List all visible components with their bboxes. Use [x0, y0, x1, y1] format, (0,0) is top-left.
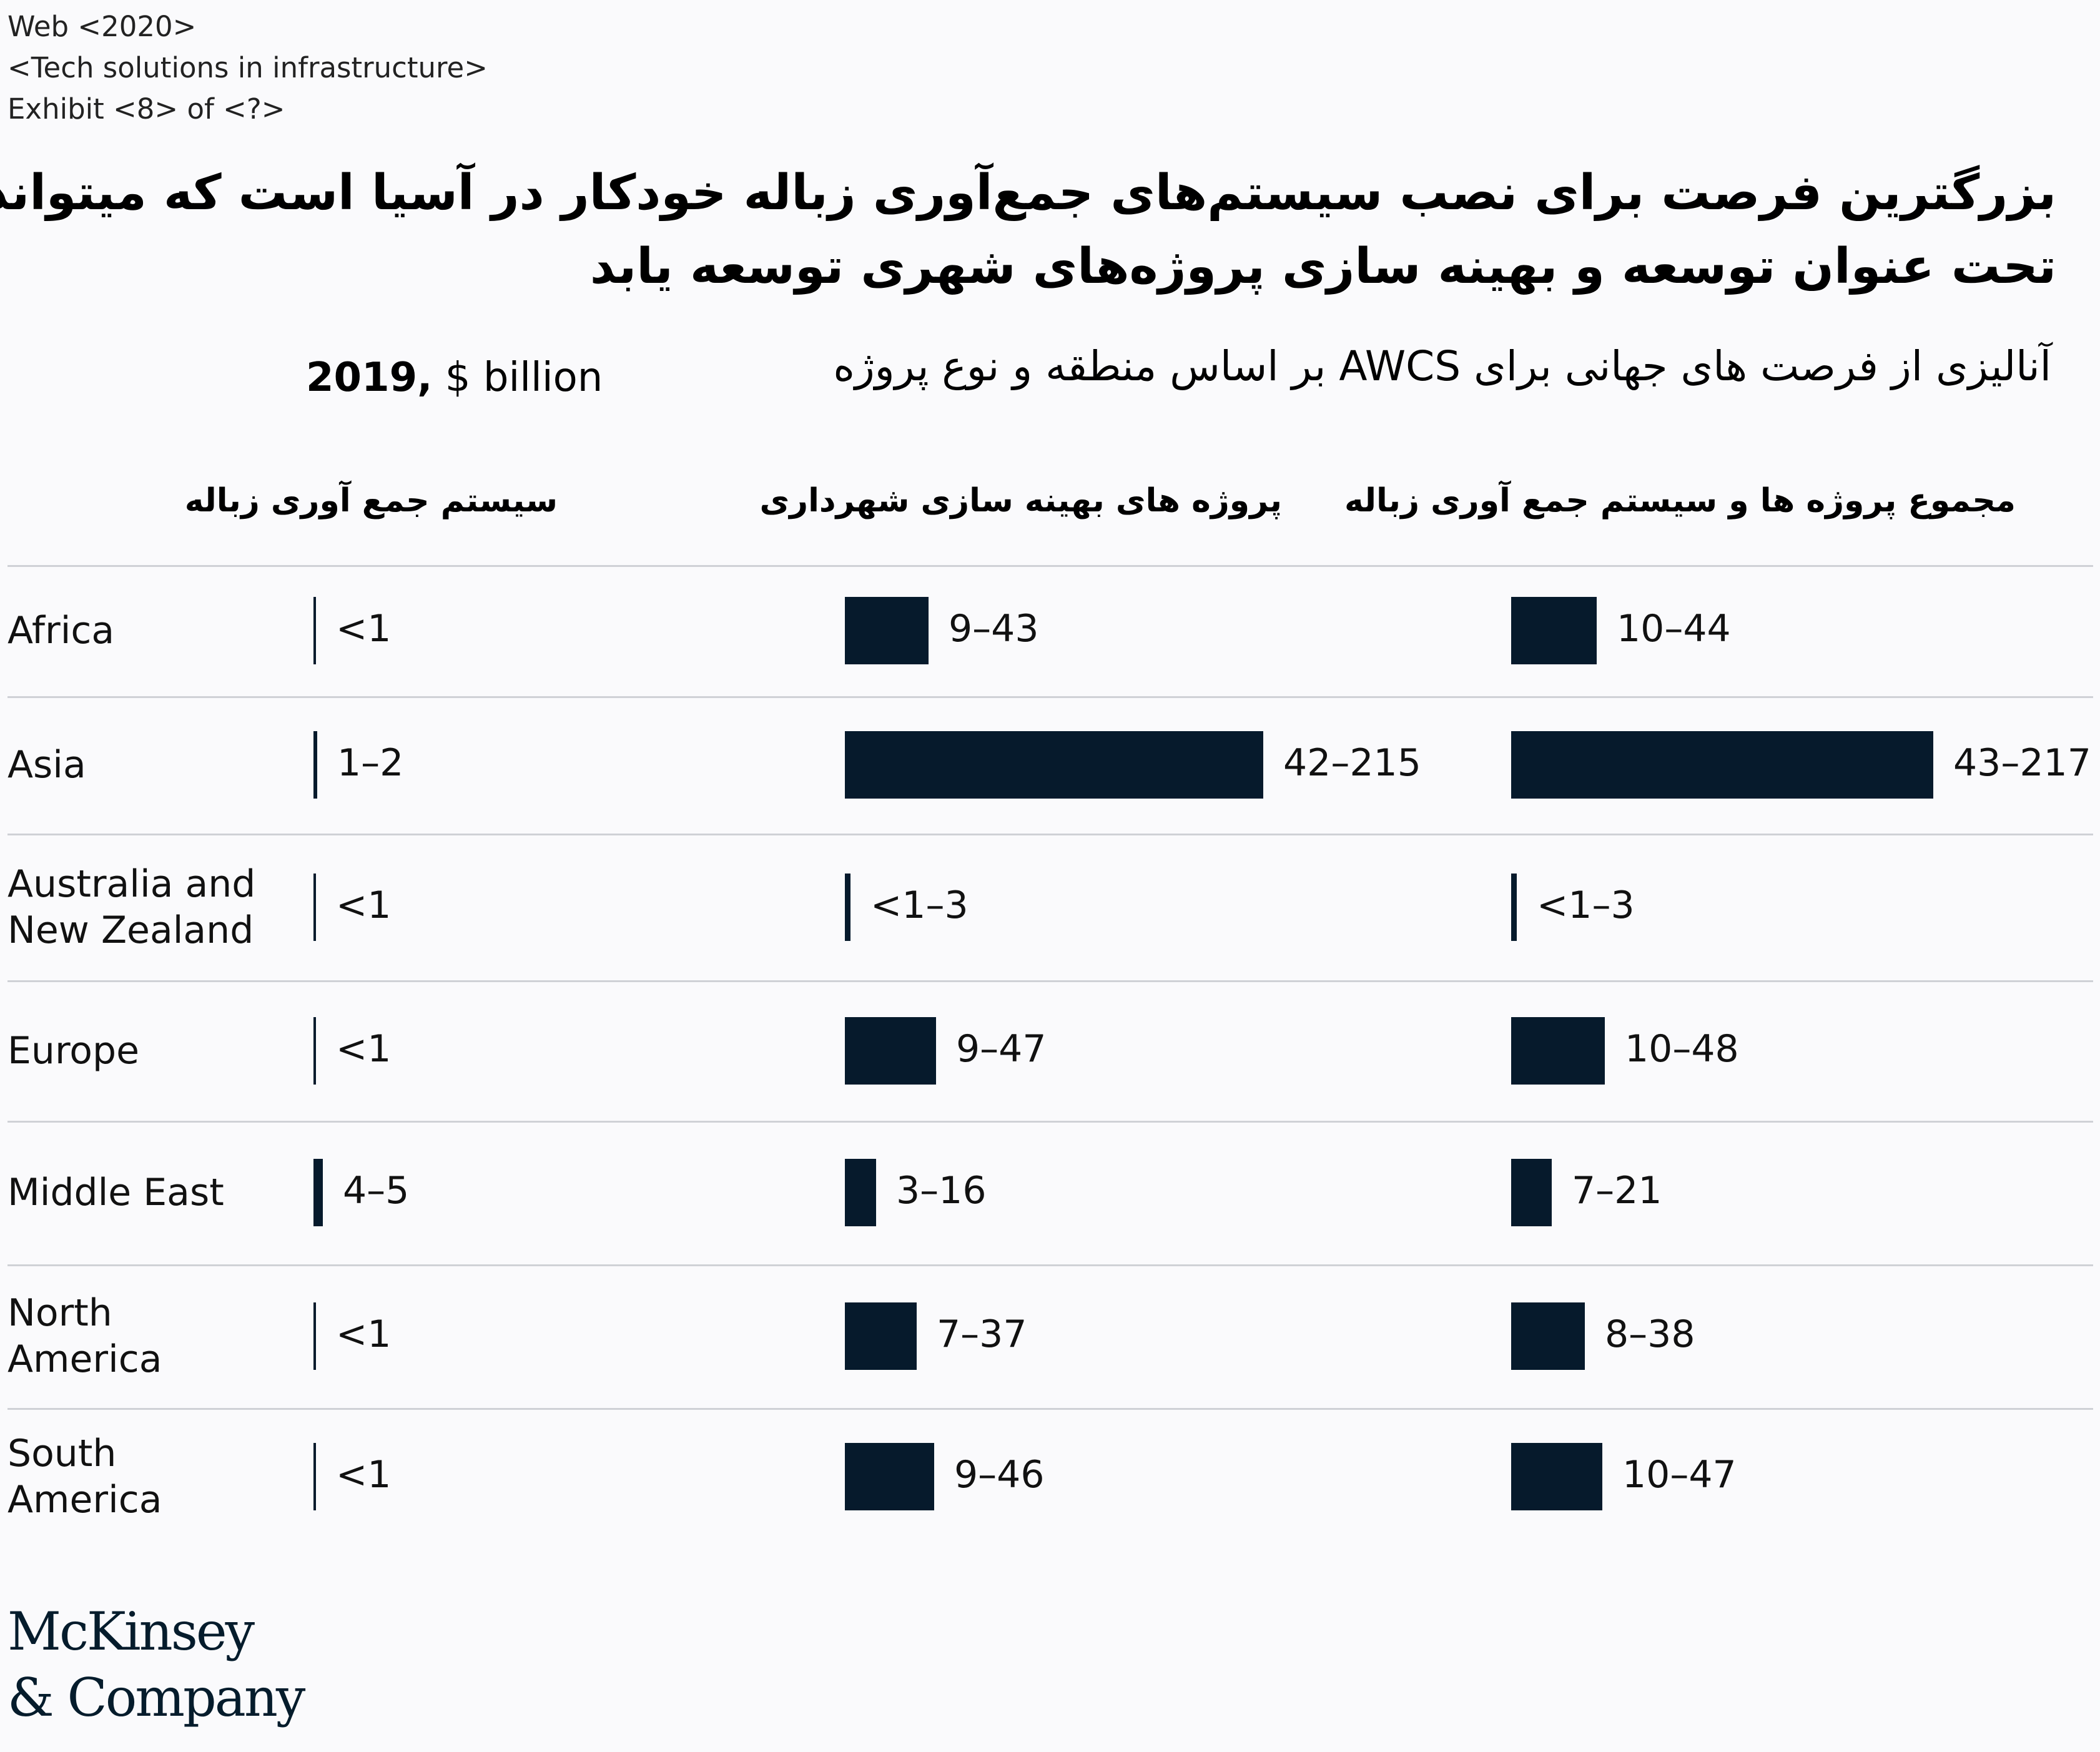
bar-1-europe [313, 1016, 316, 1085]
bar-1-africa [313, 597, 316, 664]
logo-line-2: & Company [7, 1667, 305, 1728]
bar-3-australia-and-new-zealand [1511, 873, 1517, 941]
bar-1-australia-and-new-zealand [313, 873, 316, 941]
row-divider-6 [7, 1264, 2093, 1266]
region-label: Africa [7, 609, 115, 652]
value-label: 10–48 [1625, 1026, 1739, 1071]
unit-label: $ billion [445, 355, 603, 401]
value-label: <1 [336, 1312, 392, 1356]
bar-3-middle-east [1511, 1159, 1552, 1226]
row-divider-5 [7, 1121, 2093, 1123]
bar-3-north-america [1511, 1302, 1585, 1370]
value-label: 9–43 [949, 607, 1039, 651]
region-label: Asia [7, 743, 86, 787]
chart-title-line-1: بزرگترین فرصت برای نصب سیستم‌های جمع‌آور… [0, 165, 2056, 221]
region-label: North America [7, 1291, 162, 1381]
row-divider-4 [7, 980, 2093, 982]
meta-line-1: Web <2020> [7, 10, 197, 43]
value-label: <1–3 [1537, 883, 1635, 927]
chart-subtitle: آنالیزی از فرصت های جهانی برای AWCS بر ا… [833, 342, 2051, 390]
value-label: 10–47 [1622, 1453, 1737, 1497]
bar-2-south-america [845, 1443, 934, 1510]
value-label: <1 [336, 883, 392, 927]
column-header-waste-collection: سیستم جمع آوری زباله [184, 482, 558, 519]
bar-3-asia [1511, 731, 1933, 799]
row-divider-2 [7, 696, 2093, 698]
bar-3-south-america [1511, 1443, 1602, 1510]
meta-line-2: <Tech solutions in infrastructure> [7, 51, 488, 84]
value-label: <1 [336, 1026, 392, 1071]
bar-1-south-america [313, 1443, 316, 1510]
bar-3-africa [1511, 597, 1597, 664]
value-label: 3–16 [896, 1169, 987, 1213]
value-label: 8–38 [1605, 1312, 1695, 1356]
bar-2-australia-and-new-zealand [845, 873, 850, 941]
value-label: <1 [336, 1453, 392, 1497]
bar-3-europe [1511, 1016, 1605, 1085]
bar-2-north-america [845, 1302, 917, 1370]
row-divider-1 [7, 565, 2093, 567]
bar-2-europe [845, 1016, 936, 1085]
row-divider-7 [7, 1408, 2093, 1410]
region-label: Australia and New Zealand [7, 862, 256, 952]
value-label: 1–2 [337, 741, 404, 785]
value-label: 4–5 [343, 1169, 410, 1213]
bar-1-middle-east [313, 1159, 323, 1226]
column-header-total: مجموع پروژه ها و سیستم جمع آوری زباله [1344, 482, 2016, 519]
value-label: 9–46 [954, 1453, 1045, 1497]
mckinsey-logo: McKinsey & Company [7, 1598, 305, 1731]
value-label: 43–217 [1953, 741, 2091, 785]
region-label: Middle East [7, 1171, 224, 1214]
value-label: 9–47 [956, 1026, 1047, 1071]
chart-unit: 2019, $ billion [306, 355, 603, 401]
value-label: <1 [336, 607, 392, 651]
value-label: 42–215 [1283, 741, 1421, 785]
logo-line-1: McKinsey [7, 1601, 255, 1662]
value-label: <1–3 [870, 883, 969, 927]
unit-year: 2019, [306, 355, 433, 401]
value-label: 7–21 [1572, 1169, 1662, 1213]
value-label: 7–37 [937, 1312, 1027, 1356]
value-label: 10–44 [1617, 607, 1731, 651]
bar-2-asia [845, 731, 1263, 799]
column-header-municipal-projects: پروژه های بهینه سازی شهرداری [759, 482, 1283, 519]
meta-line-3: Exhibit <8> of <?> [7, 92, 285, 125]
chart-title-line-2: تحت عنوان توسعه و بهینه سازی پروژه‌های ش… [589, 239, 2056, 295]
region-label: South America [7, 1432, 162, 1522]
region-label: Europe [7, 1028, 139, 1073]
bar-1-north-america [313, 1302, 316, 1370]
row-divider-3 [7, 834, 2093, 835]
bar-2-africa [845, 597, 929, 664]
chart-title: بزرگترین فرصت برای نصب سیستم‌های جمع‌آور… [0, 156, 2056, 303]
bar-2-middle-east [845, 1159, 876, 1226]
bar-1-asia [313, 731, 317, 799]
